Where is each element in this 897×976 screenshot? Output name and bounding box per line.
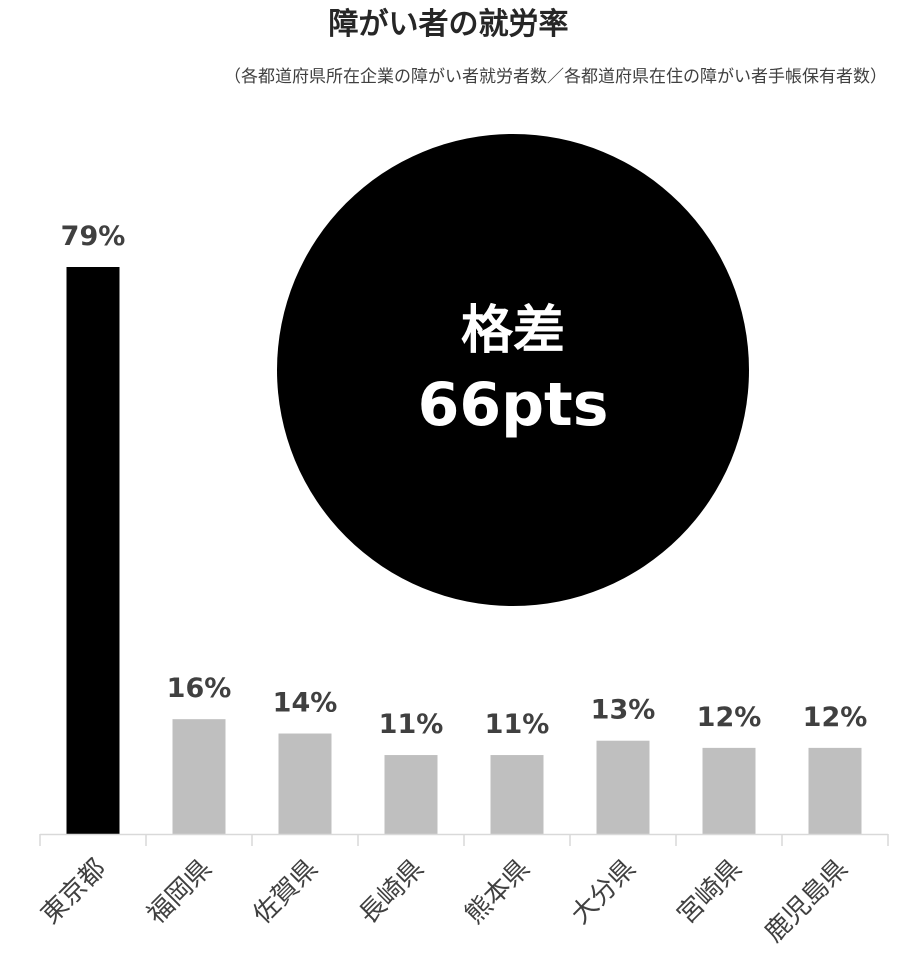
category-label-2: 佐賀県 [248, 854, 324, 930]
data-label-2: 14% [273, 688, 338, 719]
bar-2 [278, 733, 332, 834]
chart-title: 障がい者の就労率 [328, 7, 569, 42]
gap-value: 66pts [418, 370, 609, 440]
category-label-7: 鹿児島県 [759, 854, 854, 949]
gap-annotation: 格差 66pts [277, 134, 749, 606]
bar-4 [490, 755, 544, 834]
category-label-6: 宮崎県 [672, 854, 748, 930]
category-label-0: 東京都 [36, 854, 112, 930]
data-label-4: 11% [485, 709, 550, 740]
category-label-5: 大分県 [566, 854, 642, 930]
data-label-5: 13% [591, 695, 656, 726]
bar-3 [384, 755, 438, 834]
data-labels-group: 79% 16% 14% 11% 11% 13% 12% 12% [61, 221, 868, 740]
data-label-0: 79% [61, 221, 126, 252]
data-label-3: 11% [379, 709, 444, 740]
gap-circle [277, 134, 749, 606]
category-label-3: 長崎県 [354, 854, 430, 930]
gap-label: 格差 [461, 301, 565, 361]
bar-6 [702, 747, 756, 834]
category-label-1: 福岡県 [142, 854, 218, 930]
bar-5 [596, 740, 650, 834]
category-labels-group: 東京都 福岡県 佐賀県 長崎県 熊本県 大分県 宮崎県 鹿児島県 [36, 854, 854, 949]
bars-group [66, 267, 862, 834]
data-label-6: 12% [697, 702, 762, 733]
data-label-7: 12% [803, 702, 868, 733]
bar-0 [66, 267, 120, 834]
data-label-1: 16% [167, 673, 232, 704]
x-axis [39, 833, 889, 846]
bar-1 [172, 719, 226, 834]
chart-subtitle: （各都道府県所在企業の障がい者就労者数／各都道府県在住の障がい者手帳保有者数） [224, 67, 887, 87]
category-label-4: 熊本県 [460, 854, 536, 930]
bar-7 [808, 747, 862, 834]
